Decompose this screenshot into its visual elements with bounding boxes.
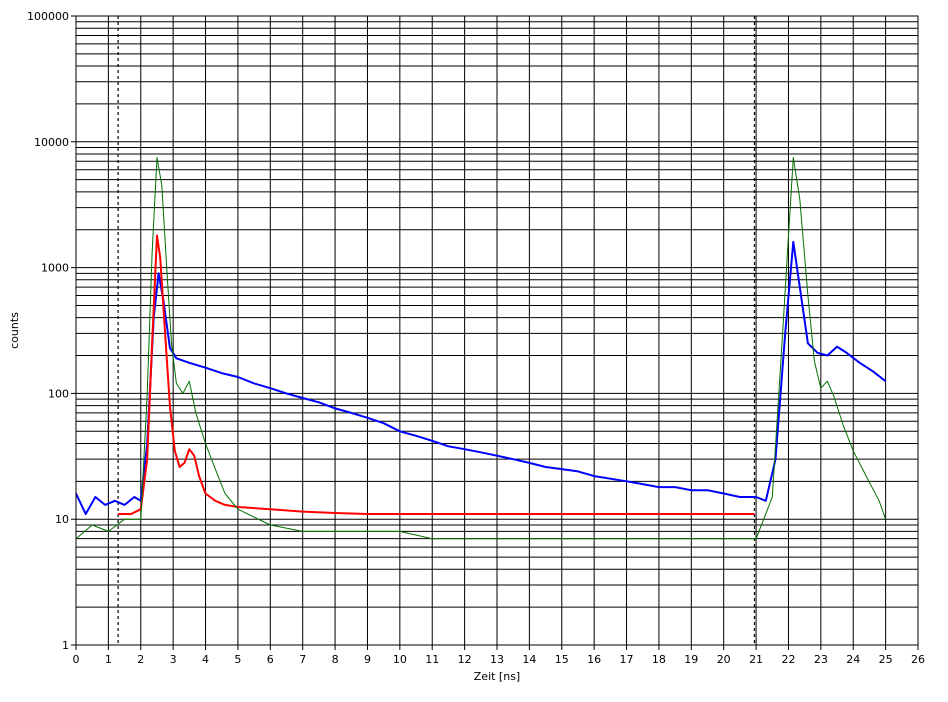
x-tick-label: 18 <box>652 653 666 666</box>
x-tick-label: 6 <box>267 653 274 666</box>
x-tick-label: 23 <box>814 653 828 666</box>
x-tick-label: 0 <box>73 653 80 666</box>
y-tick-label: 1 <box>62 639 69 652</box>
x-axis-label: Zeit [ns] <box>474 670 520 683</box>
y-axis-label: counts <box>8 312 21 349</box>
y-tick-label: 100000 <box>27 10 69 23</box>
series-line-1 <box>75 240 887 515</box>
x-tick-label: 19 <box>684 653 698 666</box>
series-line-3 <box>75 157 887 540</box>
x-tick-label: 11 <box>425 653 439 666</box>
x-tick-label: 25 <box>879 653 893 666</box>
x-tick-label: 17 <box>620 653 634 666</box>
y-tick-label: 1000 <box>41 262 69 275</box>
y-tick-label: 100 <box>48 387 69 400</box>
x-tick-label: 16 <box>587 653 601 666</box>
marker-lines <box>117 16 756 645</box>
x-tick-label: 7 <box>299 653 306 666</box>
x-tick-label: 26 <box>911 653 925 666</box>
x-tick-label: 1 <box>105 653 112 666</box>
series-group <box>75 157 887 540</box>
x-tick-label: 13 <box>490 653 504 666</box>
x-tick-label: 2 <box>137 653 144 666</box>
y-axis-ticks: 1 10 100 1000 10000 100000 <box>27 10 76 652</box>
x-tick-label: 20 <box>717 653 731 666</box>
x-tick-label: 5 <box>234 653 241 666</box>
y-tick-label: 10 <box>55 513 69 526</box>
x-tick-label: 3 <box>170 653 177 666</box>
y-tick-label: 10000 <box>34 136 69 149</box>
x-tick-label: 22 <box>781 653 795 666</box>
x-axis-ticks: 0 1 2 3 4 5 6 7 8 9 10 11 12 13 14 15 16 17 18 19 20 21 22 23 24… <box>73 645 925 666</box>
x-tick-label: 9 <box>364 653 371 666</box>
x-tick-label: 21 <box>749 653 763 666</box>
x-tick-label: 10 <box>393 653 407 666</box>
x-tick-label: 8 <box>332 653 339 666</box>
series-line-2 <box>118 234 755 515</box>
grid <box>75 16 919 646</box>
x-tick-label: 12 <box>458 653 472 666</box>
x-tick-label: 14 <box>522 653 536 666</box>
x-tick-label: 15 <box>555 653 569 666</box>
x-tick-label: 24 <box>846 653 860 666</box>
x-tick-label: 4 <box>202 653 209 666</box>
